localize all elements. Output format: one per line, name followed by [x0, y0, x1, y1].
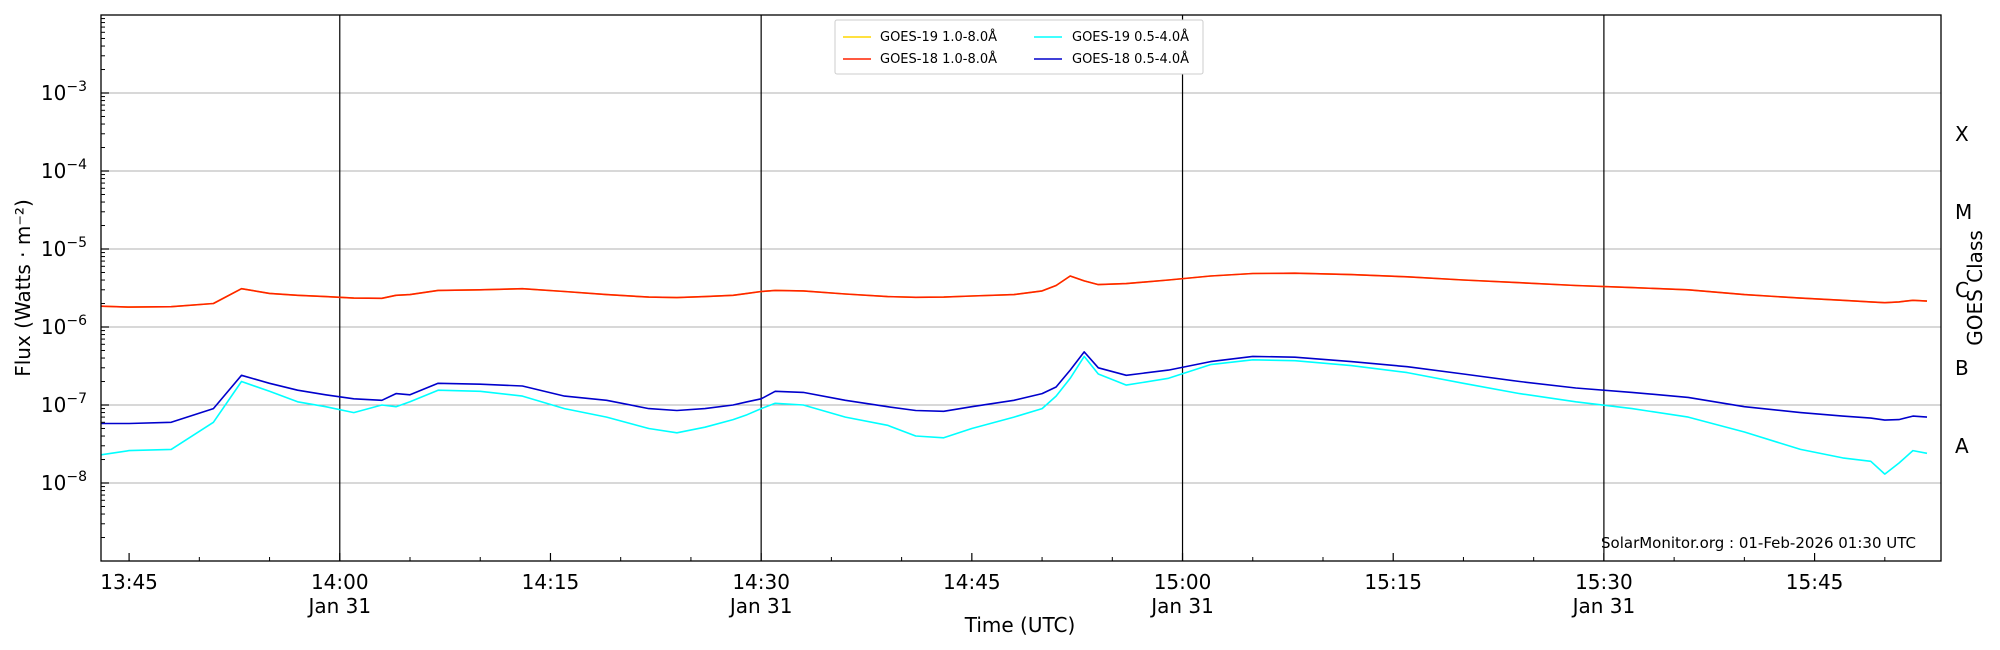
- x-tick-label: 14:30: [732, 570, 790, 594]
- goes-class-label: M: [1955, 200, 1972, 224]
- y-tick-label: 10−7: [41, 391, 87, 417]
- x-tick-sublabel: Jan 31: [1571, 594, 1636, 618]
- y-tick-label: 10−3: [41, 79, 87, 105]
- goes-class-axis-title: GOES Class: [1963, 230, 1987, 346]
- credit-text: SolarMonitor.org : 01-Feb-2026 01:30 UTC: [1601, 534, 1916, 552]
- series-line-2: [100, 355, 1928, 475]
- grid-lines: [101, 92, 1941, 484]
- series-line-3: [101, 351, 1928, 425]
- legend-label-goes18-short: GOES-18 0.5-4.0Å: [1072, 51, 1189, 67]
- series-line-0: [100, 272, 1928, 308]
- goes-class-label: C: [1955, 278, 1969, 302]
- x-tick-sublabel: Jan 31: [306, 594, 371, 618]
- x-tick-label: 14:15: [522, 570, 580, 594]
- x-tick-label: 13:45: [100, 570, 158, 594]
- plot-frame: [100, 14, 1942, 562]
- day-marker-lines: [339, 15, 1605, 561]
- legend-label-goes19-short: GOES-19 0.5-4.0Å: [1072, 29, 1189, 45]
- legend-label-goes19-long: GOES-19 1.0-8.0Å: [880, 29, 997, 45]
- goes-class-label: B: [1955, 356, 1969, 380]
- x-axis-title: Time (UTC): [964, 613, 1076, 637]
- legend-box: [834, 19, 1204, 75]
- x-tick-label: 15:45: [1786, 570, 1844, 594]
- series-lines: [100, 272, 1928, 475]
- x-tick-label: 15:00: [1154, 570, 1212, 594]
- x-tick-label: 14:00: [311, 570, 369, 594]
- y-tick-label: 10−6: [41, 313, 87, 339]
- goes-class-label: X: [1955, 122, 1969, 146]
- x-tick-label: 14:45: [943, 570, 1001, 594]
- y-tick-label: 10−8: [41, 469, 87, 495]
- x-tick-sublabel: Jan 31: [728, 594, 793, 618]
- y-tick-label: 10−5: [41, 235, 87, 261]
- x-tick-sublabel: Jan 31: [1149, 594, 1214, 618]
- legend-label-goes18-long: GOES-18 1.0-8.0Å: [880, 51, 997, 67]
- legend: GOES-19 1.0-8.0Å GOES-18 1.0-8.0Å GOES-1…: [834, 19, 1204, 75]
- x-tick-label: 15:15: [1364, 570, 1422, 594]
- y-axis-title: Flux (Watts · m⁻²): [11, 199, 35, 377]
- y-tick-label: 10−4: [41, 157, 87, 183]
- series-line-1: [100, 272, 1928, 308]
- x-tick-label: 15:30: [1575, 570, 1633, 594]
- goes-class-label: A: [1955, 434, 1969, 458]
